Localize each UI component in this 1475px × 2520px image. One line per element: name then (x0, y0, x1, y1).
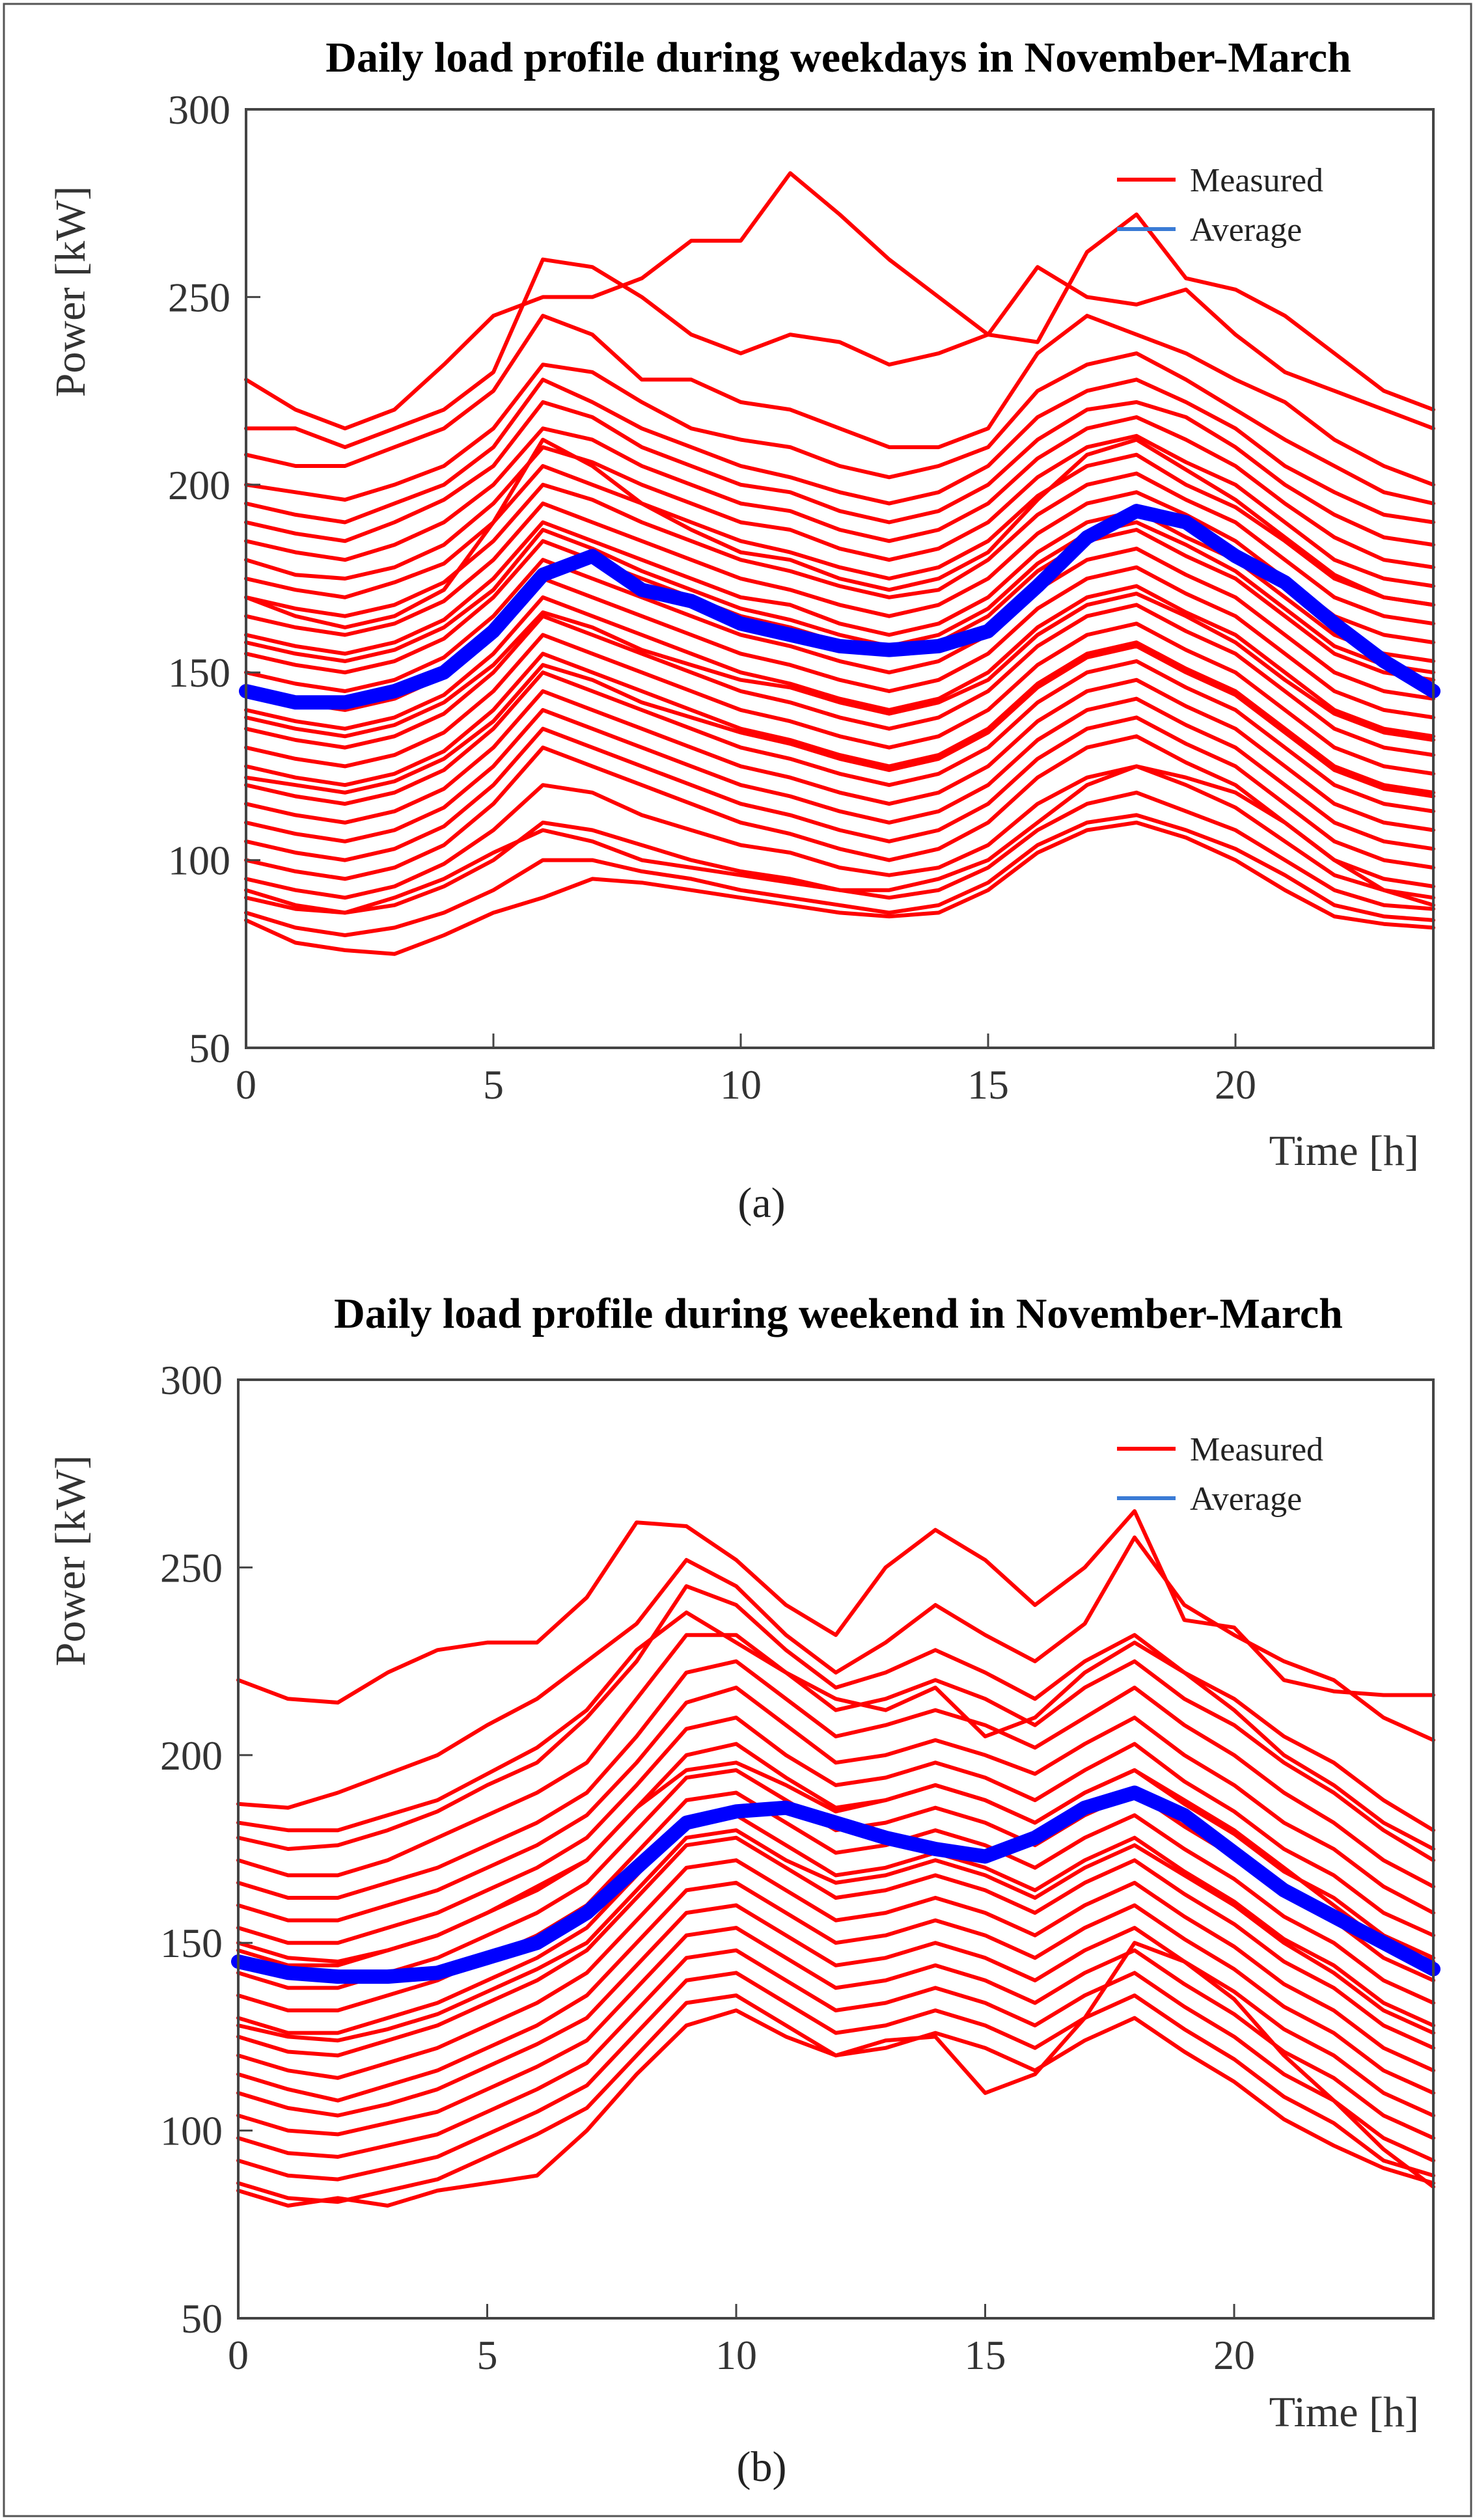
series-group-a (239, 171, 1441, 956)
measured-line-b-17 (236, 1948, 1435, 2163)
measured-line-a-10 (244, 471, 1435, 626)
axis-ticks-a: 0 5 10 15 20 50 100 150 200 250 300 (168, 87, 1256, 1108)
measured-line-a-25 (244, 764, 1435, 900)
figure-border (3, 3, 1472, 2517)
chart-title-a: Daily load profile during weekdays in No… (325, 34, 1351, 81)
chart-panel-a: Daily load profile during weekdays in No… (47, 34, 1441, 1227)
measured-line-a-22 (244, 696, 1435, 851)
measured-line-a-9 (244, 452, 1435, 607)
legend-label-measured-a: Measured (1190, 162, 1323, 199)
measured-line-a-4 (244, 351, 1435, 506)
measured-line-a-23 (244, 715, 1435, 870)
y-tick-label-a-3: 200 (168, 462, 230, 508)
legend-label-average-a: Average (1190, 212, 1302, 249)
y-axis-label-a: Power [kW] (47, 186, 94, 397)
y-tick-label-a-1: 100 (168, 838, 230, 884)
average-line-b (231, 1785, 1441, 1984)
measured-line-b-22 (236, 1760, 1435, 1964)
measured-line-a-28 (244, 820, 1435, 956)
x-tick-label-a-4: 20 (1215, 1061, 1256, 1108)
measured-line-a-14 (244, 546, 1435, 701)
measured-line-b-18 (236, 1971, 1435, 2182)
y-tick-label-a-5: 300 (168, 87, 230, 133)
measured-line-a-32 (244, 644, 1435, 799)
measured-line-b-10 (236, 1790, 1435, 2012)
measured-line-a-6 (244, 400, 1435, 547)
measured-line-b-3 (236, 1584, 1435, 1851)
measured-line-a-20 (244, 659, 1435, 814)
measured-line-a-33 (244, 520, 1435, 675)
measured-line-a-17 (244, 603, 1435, 758)
x-axis-label-b: Time [h] (1269, 2389, 1419, 2436)
measured-line-a-3 (244, 314, 1435, 487)
caption-b: (b) (737, 2443, 787, 2491)
measured-line-a-11 (244, 490, 1435, 645)
measured-line-a-5 (244, 377, 1435, 525)
measured-line-a-31 (244, 592, 1435, 742)
y-tick-label-a-0: 50 (189, 1025, 230, 1071)
series-group-b (231, 1509, 1441, 2208)
measured-line-a-27 (244, 813, 1435, 937)
axis-ticks-b: 0 5 10 15 20 50 100 150 200 250 300 (160, 1357, 1255, 2378)
measured-line-a-7 (244, 415, 1435, 569)
measured-line-b-1 (236, 1509, 1435, 1705)
measured-line-a-1 (244, 171, 1435, 431)
measured-line-a-19 (244, 640, 1435, 795)
y-tick-label-b-3: 200 (160, 1732, 223, 1779)
measured-line-a-30 (244, 437, 1435, 629)
legend-label-average-b: Average (1190, 1481, 1302, 1518)
plot-frame-a (245, 108, 1435, 1049)
y-tick-label-b-4: 250 (160, 1544, 223, 1591)
measured-line-a-29 (244, 764, 1435, 915)
y-tick-label-b-0: 50 (181, 2295, 223, 2342)
x-tick-label-b-0: 0 (228, 2332, 249, 2378)
measured-line-b-6 (236, 1686, 1435, 1923)
x-axis-label-a: Time [h] (1269, 1127, 1419, 1175)
x-tick-label-b-4: 20 (1213, 2332, 1255, 2378)
chart-panel-b: Daily load profile during weekend in Nov… (47, 1290, 1441, 2491)
legend-label-measured-b: Measured (1190, 1431, 1323, 1468)
y-axis-label-b: Power [kW] (47, 1455, 94, 1666)
measured-line-b-4 (236, 1633, 1435, 1878)
plot-frame-b (237, 1378, 1435, 2320)
x-tick-label-b-3: 15 (965, 2332, 1006, 2378)
legend-a: Measured Average (1117, 162, 1323, 249)
average-line-a (239, 504, 1441, 710)
legend-b: Measured Average (1117, 1431, 1323, 1518)
x-tick-label-b-1: 5 (477, 2332, 498, 2378)
measured-line-a-8 (244, 433, 1435, 588)
x-tick-label-b-2: 10 (715, 2332, 757, 2378)
measured-line-a-18 (244, 622, 1435, 776)
measured-line-b-11 (236, 1813, 1435, 2035)
measured-line-b-23 (236, 1828, 1435, 2043)
measured-line-b-7 (236, 1716, 1435, 1945)
measured-line-b-15 (236, 1903, 1435, 2118)
y-tick-label-b-1: 100 (160, 2108, 223, 2154)
y-tick-label-a-4: 250 (168, 274, 230, 320)
measured-line-b-2 (236, 1535, 1435, 1810)
x-tick-label-a-1: 5 (483, 1061, 504, 1108)
measured-line-a-24 (244, 734, 1435, 888)
measured-line-a-21 (244, 678, 1435, 832)
measured-line-a-2 (244, 257, 1435, 450)
measured-line-a-16 (244, 584, 1435, 739)
measured-line-b-16 (236, 1926, 1435, 2141)
measured-line-b-21 (236, 1610, 1435, 1851)
x-tick-label-a-0: 0 (236, 1061, 256, 1108)
y-tick-label-b-5: 300 (160, 1357, 223, 1403)
x-tick-label-a-3: 15 (967, 1061, 1009, 1108)
measured-line-b-5 (236, 1659, 1435, 1900)
y-tick-label-b-2: 150 (160, 1920, 223, 1966)
measured-line-b-13 (236, 1858, 1435, 2080)
measured-line-b-14 (236, 1880, 1435, 2103)
caption-a: (a) (738, 1179, 785, 1227)
measured-line-b-12 (236, 1835, 1435, 2058)
x-tick-label-a-2: 10 (720, 1061, 762, 1108)
y-tick-label-a-2: 150 (168, 650, 230, 696)
measured-line-b-20 (236, 1941, 1435, 2208)
chart-title-b: Daily load profile during weekend in Nov… (334, 1290, 1343, 1337)
